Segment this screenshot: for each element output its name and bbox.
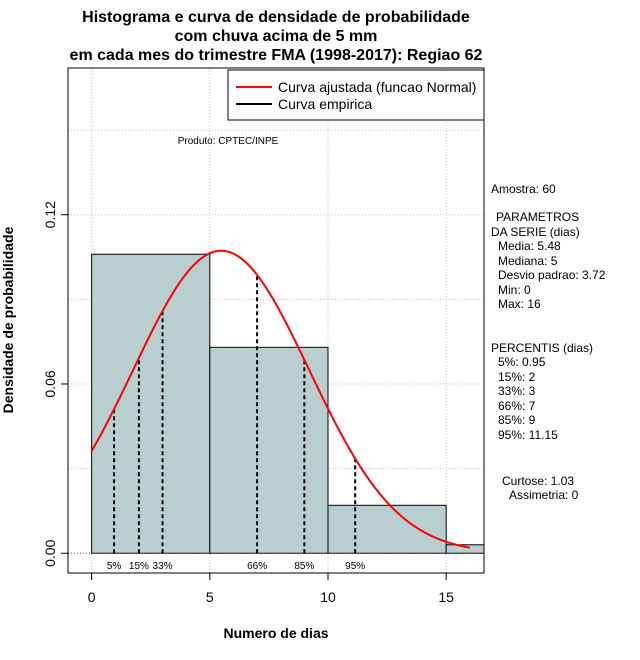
stat-stddev: Desvio padrao: 3.72 — [498, 268, 606, 282]
histogram-bar-0 — [91, 253, 211, 554]
stat-mean: Media: 5.48 — [498, 239, 561, 253]
chart-title-line-1: Histograma e curva de densidade de proba… — [82, 9, 470, 26]
x-tick-label-0: 0 — [88, 589, 96, 605]
legend-empirical-label: Curva empirica — [278, 96, 372, 112]
credit-text: Produto: CPTEC/INPE — [178, 136, 279, 147]
stat-p33: 33%: 3 — [498, 384, 536, 398]
x-tick-label-15: 15 — [438, 589, 454, 605]
legend-normal-label: Curva ajustada (funcao Normal) — [278, 79, 476, 95]
percentile-label-2: 33% — [153, 561, 173, 572]
histogram-bar-2 — [327, 504, 447, 554]
normal-fit-curve — [90, 249, 470, 549]
x-axis-label: Numero de dias — [223, 625, 328, 641]
stat-p66: 66%: 7 — [498, 399, 536, 413]
percentile-label-0: 5% — [107, 561, 122, 572]
stat-min: Min: 0 — [498, 283, 531, 297]
histogram-bar-1 — [209, 346, 329, 554]
percentile-label-4: 85% — [294, 561, 314, 572]
stat-p95: 95%: 11.15 — [498, 428, 558, 442]
percentile-label-5: 95% — [345, 561, 365, 572]
stat-kurtosis: Curtose: 1.03 — [502, 474, 574, 488]
x-tick-label-5: 5 — [206, 589, 214, 605]
legend: Curva ajustada (funcao Normal) Curva emp… — [227, 69, 485, 121]
legend-box — [227, 69, 485, 121]
stat-skewness: Assimetria: 0 — [509, 488, 579, 502]
stat-max: Max: 16 — [498, 297, 541, 311]
stat-p15: 15%: 2 — [498, 370, 536, 384]
y-tick-label-1: 0.06 — [42, 370, 58, 397]
percentile-labels: 5% 15% 33% 66% 85% 95% — [107, 561, 365, 572]
y-tick-label-2: 0.12 — [42, 201, 58, 228]
y-axis-label: Densidade de probabilidade — [0, 226, 16, 413]
stats-panel: Amostra: 60 PARAMETROS DA SERIE (dias) M… — [491, 182, 606, 502]
y-axis: 0.00 0.06 0.12 — [42, 201, 69, 567]
stat-sample: Amostra: 60 — [491, 182, 556, 196]
histogram-bars — [68, 253, 485, 554]
chart-title-line-2: com chuva acima de 5 mm — [175, 28, 378, 45]
stat-p5: 5%: 0.95 — [498, 355, 546, 369]
y-tick-label-0: 0.00 — [42, 539, 58, 566]
stat-params-title-2: DA SERIE (dias) — [491, 225, 580, 239]
stat-median: Mediana: 5 — [498, 254, 558, 268]
percentile-lines — [113, 274, 357, 554]
stat-percentiles-title: PERCENTIS (dias) — [491, 341, 593, 355]
percentile-label-1: 15% — [129, 561, 149, 572]
percentile-label-3: 66% — [247, 561, 267, 572]
x-axis: 0 5 10 15 — [88, 572, 454, 605]
chart-title-line-3: em cada mes do trimestre FMA (1998-2017)… — [70, 47, 483, 64]
stat-params-title-1: PARAMETROS — [496, 210, 579, 224]
stat-p85: 85%: 9 — [498, 413, 536, 427]
x-tick-label-10: 10 — [320, 589, 336, 605]
